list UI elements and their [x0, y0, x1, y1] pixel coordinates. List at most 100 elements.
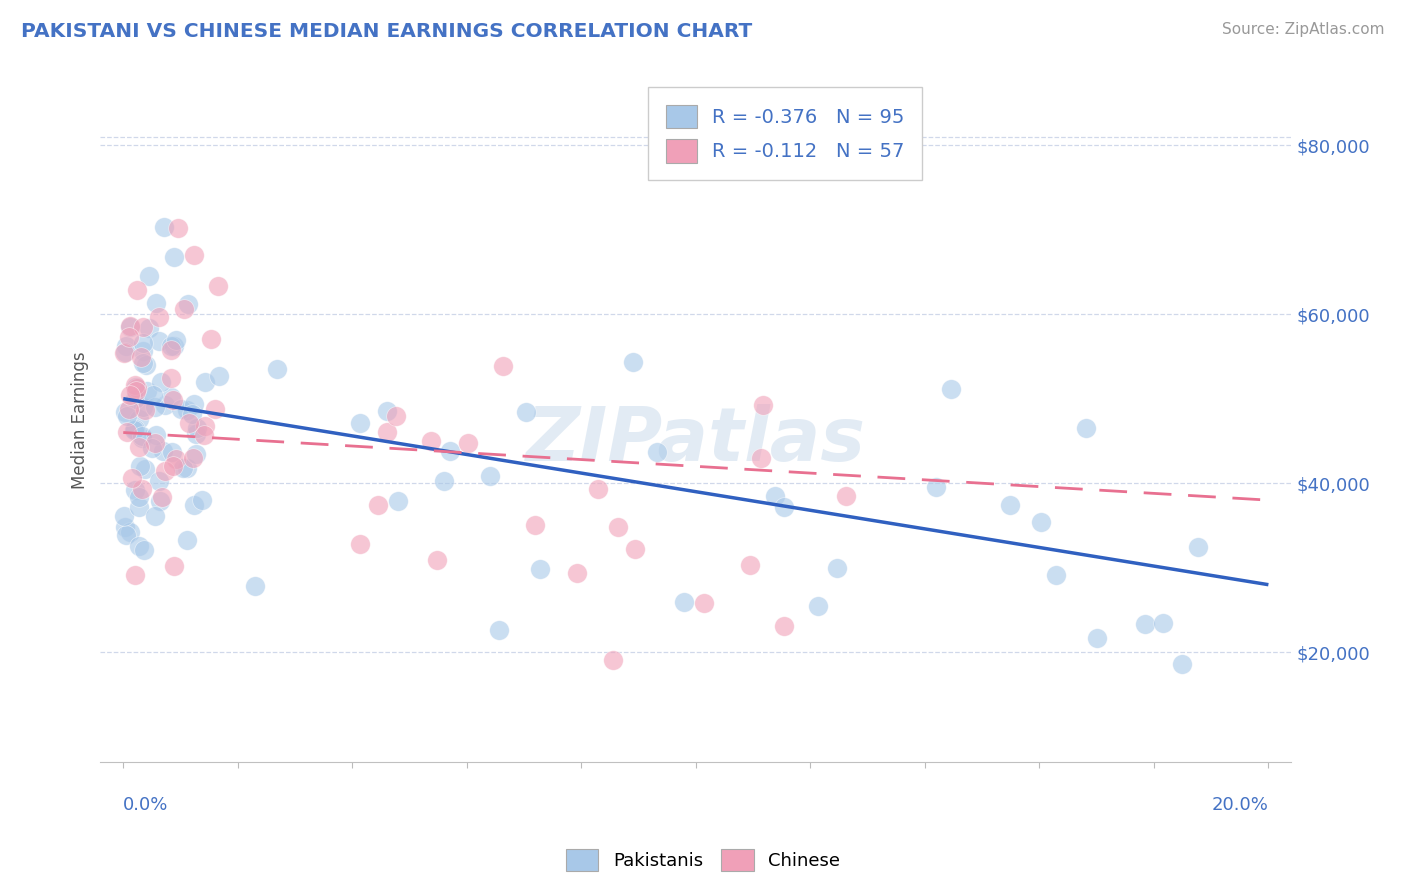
Point — [118, 402, 141, 417]
Point — [160, 343, 183, 358]
Point — [170, 401, 193, 416]
Point — [181, 450, 204, 465]
Point — [134, 403, 156, 417]
Point — [112, 346, 135, 360]
Point — [243, 580, 266, 594]
Point — [457, 436, 479, 450]
Point — [176, 403, 198, 417]
Point — [160, 444, 183, 458]
Point — [120, 318, 142, 333]
Y-axis label: Median Earnings: Median Earnings — [72, 351, 89, 489]
Point — [152, 443, 174, 458]
Point — [131, 431, 153, 445]
Point — [439, 443, 461, 458]
Point — [204, 401, 226, 416]
Point — [208, 368, 231, 383]
Point — [136, 384, 159, 398]
Point — [1085, 631, 1108, 645]
Point — [121, 471, 143, 485]
Point — [693, 596, 716, 610]
Point — [114, 339, 136, 353]
Point — [129, 458, 152, 473]
Point — [349, 537, 371, 551]
Point — [193, 428, 215, 442]
Point — [132, 356, 155, 370]
Point — [143, 436, 166, 450]
Point — [138, 321, 160, 335]
Point — [118, 330, 141, 344]
Point — [160, 339, 183, 353]
Point — [515, 404, 537, 418]
Point — [179, 416, 201, 430]
Point — [835, 489, 858, 503]
Point — [125, 380, 148, 394]
Point — [183, 498, 205, 512]
Point — [773, 619, 796, 633]
Point — [173, 301, 195, 316]
Point — [166, 452, 188, 467]
Point — [207, 278, 229, 293]
Point — [825, 561, 848, 575]
Point — [124, 423, 146, 437]
Point — [120, 388, 142, 402]
Legend: Pakistanis, Chinese: Pakistanis, Chinese — [558, 842, 848, 879]
Point — [479, 469, 502, 483]
Point — [772, 500, 794, 514]
Point — [124, 567, 146, 582]
Point — [1187, 541, 1209, 555]
Point — [138, 268, 160, 283]
Point — [143, 400, 166, 414]
Point — [529, 562, 551, 576]
Point — [132, 400, 155, 414]
Point — [125, 384, 148, 398]
Text: PAKISTANI VS CHINESE MEDIAN EARNINGS CORRELATION CHART: PAKISTANI VS CHINESE MEDIAN EARNINGS COR… — [21, 22, 752, 41]
Point — [998, 498, 1021, 512]
Point — [623, 541, 645, 556]
Point — [142, 387, 165, 401]
Point — [763, 489, 786, 503]
Point — [159, 390, 181, 404]
Point — [131, 429, 153, 443]
Point — [134, 462, 156, 476]
Point — [1171, 657, 1194, 671]
Point — [1045, 568, 1067, 582]
Point — [112, 509, 135, 524]
Point — [752, 399, 775, 413]
Point — [1029, 515, 1052, 529]
Text: 0.0%: 0.0% — [124, 797, 169, 814]
Point — [586, 482, 609, 496]
Point — [190, 492, 212, 507]
Point — [749, 451, 772, 466]
Point — [162, 459, 184, 474]
Point — [180, 407, 202, 421]
Point — [565, 566, 588, 580]
Point — [153, 464, 176, 478]
Point — [492, 359, 515, 373]
Point — [132, 335, 155, 350]
Point — [194, 419, 217, 434]
Point — [114, 519, 136, 533]
Point — [125, 381, 148, 395]
Point — [132, 343, 155, 358]
Text: 20.0%: 20.0% — [1212, 797, 1268, 814]
Point — [124, 422, 146, 436]
Point — [163, 558, 186, 573]
Point — [115, 425, 138, 439]
Point — [419, 434, 441, 449]
Point — [165, 333, 187, 347]
Point — [145, 427, 167, 442]
Point — [433, 475, 456, 489]
Point — [488, 624, 510, 638]
Point — [183, 397, 205, 411]
Point — [128, 540, 150, 554]
Point — [149, 376, 172, 390]
Point — [124, 378, 146, 392]
Point — [149, 494, 172, 508]
Point — [176, 533, 198, 547]
Point — [153, 219, 176, 234]
Point — [807, 599, 830, 613]
Point — [162, 393, 184, 408]
Point — [177, 296, 200, 310]
Point — [925, 480, 948, 494]
Point — [118, 525, 141, 540]
